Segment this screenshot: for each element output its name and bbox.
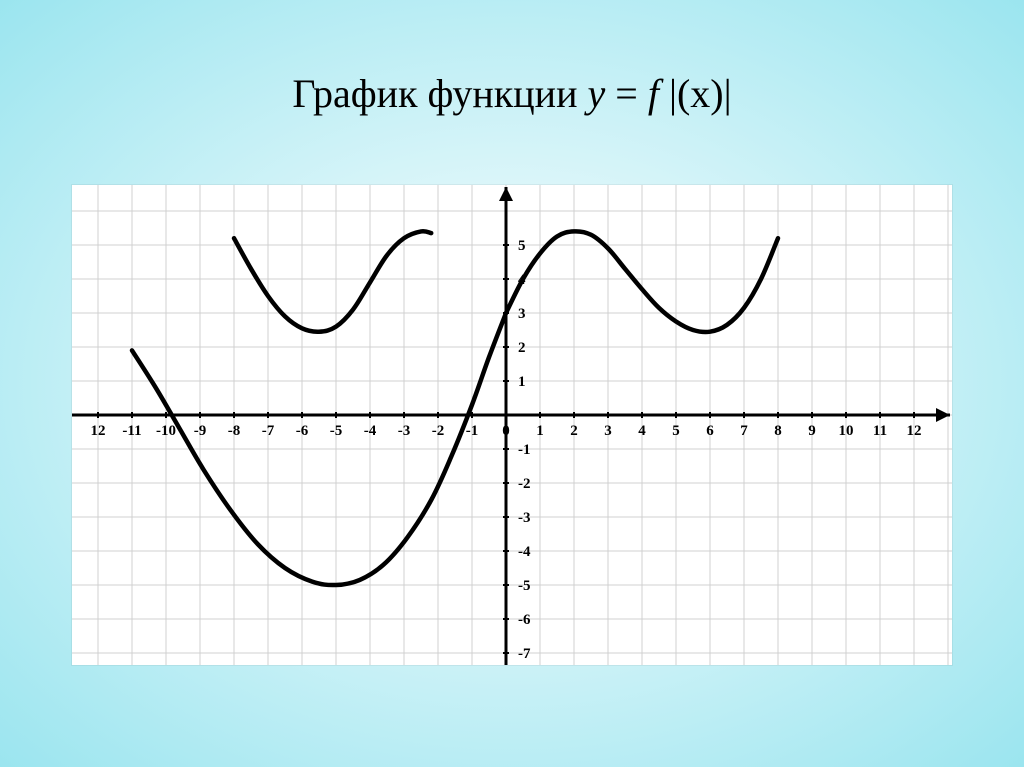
y-tick-label: -3 [518, 510, 531, 526]
slide-title: График функции у = f |(х)| [0, 70, 1024, 117]
slide-page: График функции у = f |(х)| 12-11-10-9-8-… [0, 0, 1024, 767]
title-text-prefix: График функции [292, 71, 587, 116]
x-tick-label: -2 [432, 423, 445, 439]
y-tick-label: -7 [518, 646, 531, 662]
x-tick-label: 2 [570, 423, 578, 439]
x-tick-label: -6 [296, 423, 309, 439]
x-tick-label: 3 [604, 423, 612, 439]
x-tick-label: -8 [228, 423, 241, 439]
x-tick-label: 9 [808, 423, 816, 439]
y-tick-label: 1 [518, 374, 526, 390]
x-tick-label: 1 [536, 423, 544, 439]
curves [132, 231, 778, 585]
y-tick-label: 5 [518, 238, 526, 254]
y-tick-label: -2 [518, 476, 531, 492]
y-tick-label: -1 [518, 442, 531, 458]
x-tick-label: -10 [156, 423, 176, 439]
y-tick-label: 3 [518, 306, 526, 322]
y-tick-label: 2 [518, 340, 526, 356]
title-formula-abs: |(х)| [669, 71, 732, 116]
x-tick-label: -11 [122, 423, 141, 439]
chart-svg: 12-11-10-9-8-7-6-5-4-3-2-101234567891011… [72, 185, 952, 665]
x-tick-label: 11 [873, 423, 887, 439]
x-tick-label: -4 [364, 423, 377, 439]
title-formula-f: f [648, 71, 669, 116]
x-tick-label: 4 [638, 423, 646, 439]
x-tick-label: -3 [398, 423, 411, 439]
x-tick-label: 5 [672, 423, 680, 439]
x-tick-label: 6 [706, 423, 714, 439]
x-tick-label: -5 [330, 423, 343, 439]
y-tick-label: -6 [518, 612, 531, 628]
curve-upper-left [234, 231, 431, 332]
x-tick-label: -1 [466, 423, 479, 439]
x-tick-label: 8 [774, 423, 782, 439]
x-tick-label: 10 [839, 423, 854, 439]
y-tick-label: -5 [518, 578, 531, 594]
chart-panel: 12-11-10-9-8-7-6-5-4-3-2-101234567891011… [72, 185, 952, 665]
y-tick-label: -4 [518, 544, 531, 560]
title-formula-eq: = [605, 71, 648, 116]
x-tick-label: 0 [502, 423, 510, 439]
x-tick-label: -9 [194, 423, 207, 439]
title-formula-y: у [588, 71, 606, 116]
x-tick-label: 12 [907, 423, 922, 439]
x-tick-label: -7 [262, 423, 275, 439]
x-tick-label: 7 [740, 423, 748, 439]
x-tick-label: 12 [91, 423, 106, 439]
